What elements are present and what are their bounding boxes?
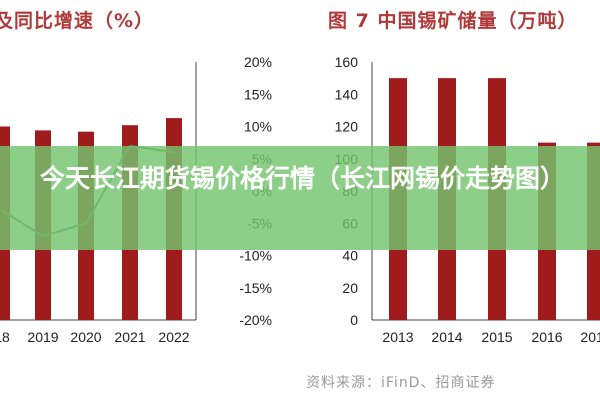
right-x-tick-label: 2014 xyxy=(431,329,462,345)
right-y-tick-label: 120 xyxy=(335,119,359,135)
left-x-tick-label: 2020 xyxy=(70,329,101,345)
left-y-tick-label: -15% xyxy=(239,280,272,296)
right-x-tick-label: 2013 xyxy=(382,329,413,345)
left-x-tick-label: 2022 xyxy=(158,329,189,345)
left-y-tick-label: -20% xyxy=(239,312,272,328)
left-y-tick-label: 10% xyxy=(244,119,272,135)
left-y-tick-label: 20% xyxy=(244,54,272,70)
left-x-tick-label: 2021 xyxy=(114,329,145,345)
right-y-tick-label: 20 xyxy=(342,280,358,296)
right-y-tick-label: 160 xyxy=(335,54,359,70)
banner-title: 今天长江期货锡价格行情（长江网锡价走势图） xyxy=(40,164,566,193)
right-chart-heading: 图 7 中国锡矿储量（万吨） xyxy=(328,10,578,32)
right-y-tick-label: 0 xyxy=(350,312,358,328)
right-y-tick-label: 40 xyxy=(342,248,358,264)
left-y-tick-label: 15% xyxy=(244,86,272,102)
right-x-tick-label: 2017 xyxy=(580,329,600,345)
source-note: 资料来源：iFinD、招商证券 xyxy=(306,375,496,391)
left-x-tick-label: 18 xyxy=(0,329,10,345)
left-chart-heading: 及同比增速（%） xyxy=(0,10,155,32)
left-y-tick-label: -10% xyxy=(239,248,272,264)
title-banner xyxy=(0,146,600,250)
right-x-tick-label: 2016 xyxy=(531,329,562,345)
left-x-tick-label: 2019 xyxy=(27,329,58,345)
right-x-tick-label: 2015 xyxy=(481,329,512,345)
right-y-tick-label: 140 xyxy=(335,86,359,102)
